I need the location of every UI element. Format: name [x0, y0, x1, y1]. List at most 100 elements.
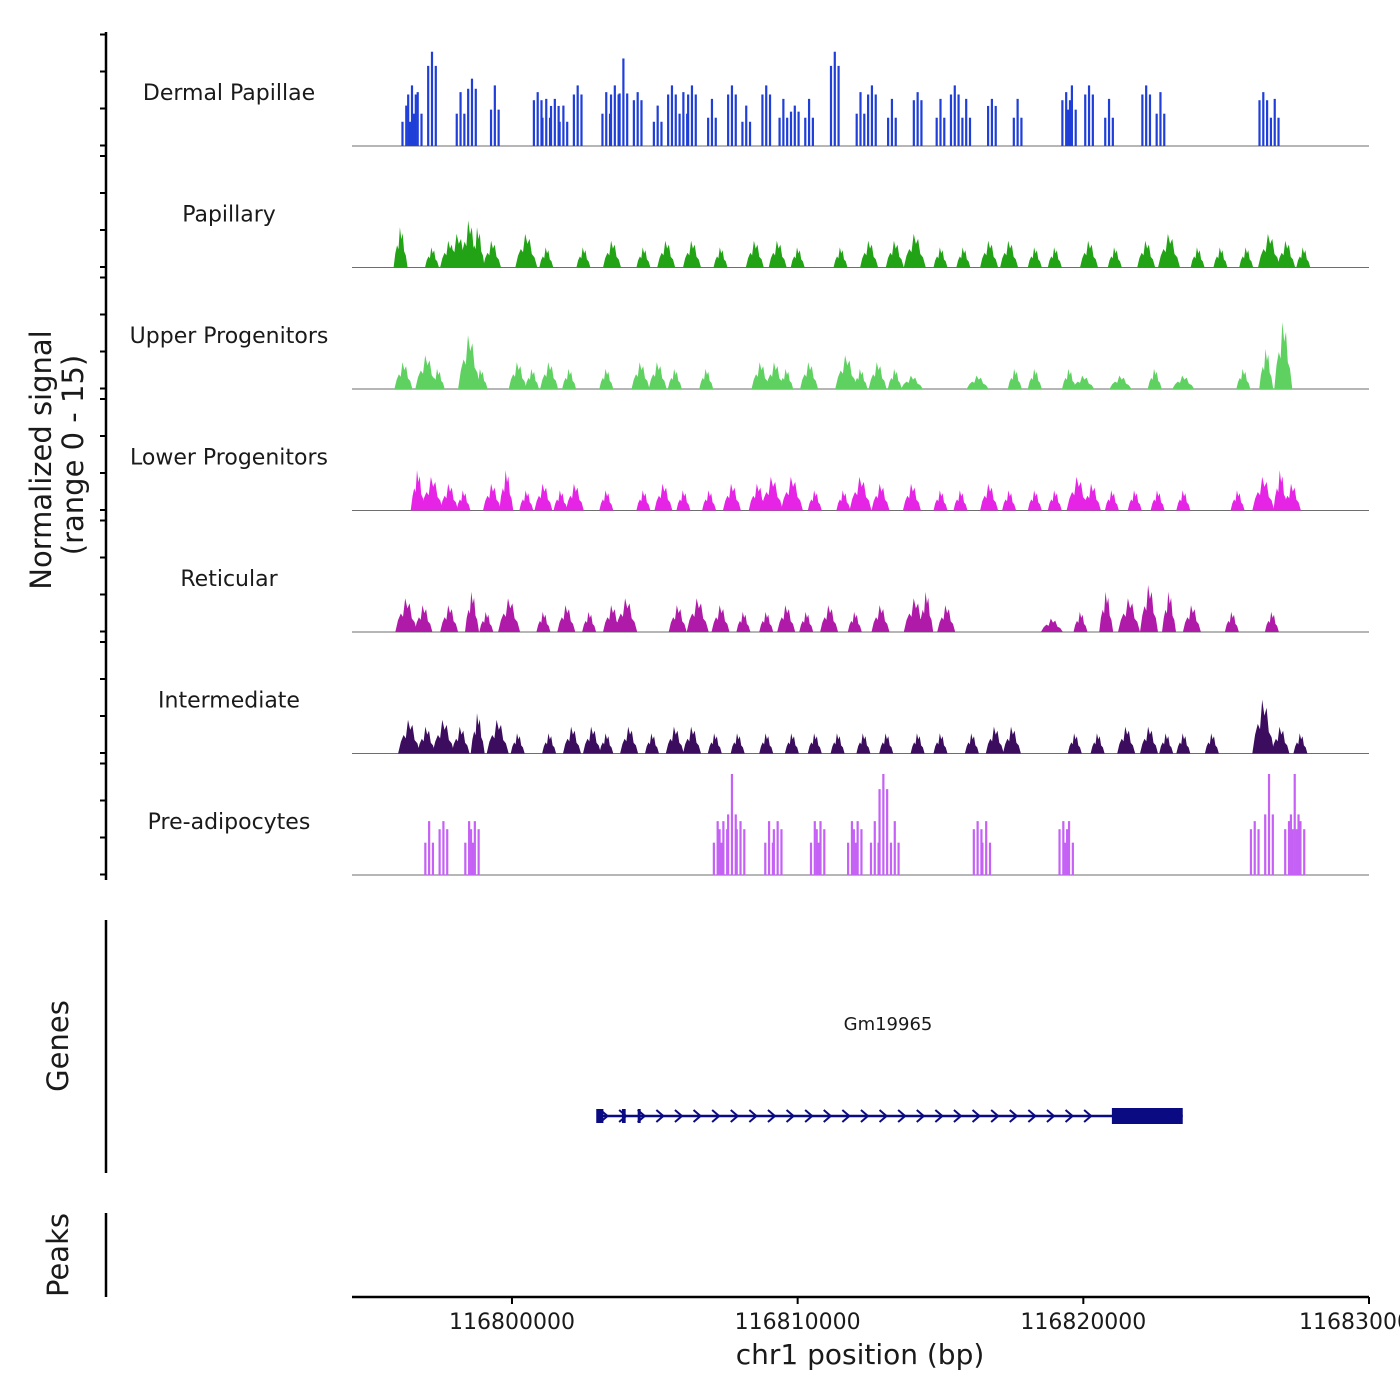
signal-peak-17 [799, 611, 814, 632]
strand-arrow-3 [655, 1109, 665, 1123]
bar-segment [789, 111, 793, 146]
signal-bar-10 [809, 821, 820, 875]
bar-segment [953, 85, 956, 146]
bar-segment [401, 121, 404, 146]
bar-segment [455, 113, 458, 146]
signal-peak-15 [765, 362, 784, 389]
signal-peak-25 [1073, 611, 1088, 632]
signal-peak-26 [980, 483, 999, 511]
bar-segment [935, 117, 938, 146]
bar-segment [580, 94, 583, 146]
signal-bar-25 [789, 105, 800, 146]
track-reticular: Reticular [180, 567, 1369, 633]
bar-segment [837, 65, 840, 146]
bar-segment [741, 121, 744, 146]
gene-label: Gm19965 [844, 1014, 933, 1035]
signal-peak-29 [1162, 591, 1176, 632]
bar-segment [949, 94, 953, 146]
signal-peak-21 [849, 476, 872, 511]
bar-segment [870, 85, 874, 146]
bar-segment [1087, 85, 1091, 146]
bar-segment [850, 821, 854, 875]
signal-peak-11 [636, 247, 651, 268]
signal-peak-13 [699, 368, 714, 389]
bar-segment [1258, 100, 1261, 146]
signal-peak-2 [440, 483, 459, 511]
signal-peak-34 [1204, 733, 1219, 754]
signal-bar-12 [601, 92, 612, 146]
signal-peak-7 [542, 733, 557, 754]
bar-segment [1253, 821, 1256, 875]
signal-peak-28 [1080, 240, 1098, 268]
signal-peak-14 [736, 611, 751, 632]
signal-peak-12 [654, 483, 673, 511]
signal-peak-18 [835, 355, 858, 389]
signal-bar-29 [867, 85, 877, 146]
signal-peak-1 [425, 247, 439, 268]
bar-segment [761, 94, 764, 146]
bar-segment [1104, 117, 1107, 146]
signal-peak-10 [631, 362, 650, 389]
signal-bar-12 [847, 821, 857, 875]
bar-segment [471, 842, 475, 875]
bar-segment [710, 98, 714, 146]
signal-peak-15 [759, 611, 774, 632]
signal-peak-9 [576, 247, 591, 268]
bar-segment [678, 113, 681, 146]
bar-segment [1020, 117, 1023, 146]
signal-bar-31 [912, 92, 923, 146]
signal-peak-10 [615, 598, 638, 632]
signal-peak-13 [711, 605, 730, 632]
bar-segment [714, 117, 717, 146]
x-axis: 116800000 116810000 116820000 116830000 [352, 1295, 1400, 1335]
signal-bar-39 [1084, 85, 1094, 146]
bar-segment [545, 98, 548, 146]
bar-segment [1091, 94, 1094, 146]
signal-bar-18 [981, 821, 992, 875]
bar-segment [405, 105, 408, 146]
bar-segment [852, 829, 855, 875]
signal-peak-6 [536, 611, 551, 632]
gene-exon-0 [596, 1109, 604, 1123]
bar-segment [1071, 842, 1074, 875]
strand-arrow-15 [878, 1109, 889, 1123]
bar-segment [939, 98, 942, 146]
bar-segment [867, 94, 870, 146]
bar-segment [1295, 829, 1298, 875]
signal-peak-18 [833, 247, 848, 268]
signal-peak-12 [657, 240, 676, 268]
signal-peak-33 [1213, 247, 1228, 268]
signal-peak-4 [470, 713, 485, 754]
bar-segment [886, 789, 889, 875]
signal-peak-33 [1274, 321, 1293, 389]
bar-segment [1289, 814, 1293, 875]
signal-peak-3 [451, 726, 470, 754]
bar-segment [976, 821, 979, 875]
signal-peak-22 [933, 247, 948, 268]
signal-peak-18 [784, 733, 799, 754]
bar-segment [804, 117, 807, 146]
signal-peak-30 [1066, 476, 1089, 511]
gene-exon-2 [637, 1109, 641, 1123]
signal-peak-34 [1150, 490, 1165, 511]
strand-arrow-8 [748, 1109, 758, 1123]
bar-segment [1062, 821, 1065, 875]
bar-segment [722, 821, 725, 875]
signal-peak-26 [1099, 591, 1114, 632]
signal-peak-0 [394, 362, 413, 389]
bar-segment [1066, 109, 1070, 146]
bar-segment [424, 842, 427, 875]
bar-segment [745, 105, 748, 146]
signal-bar-14 [869, 821, 880, 875]
bar-segment [1267, 774, 1271, 875]
signal-peak-31 [1224, 611, 1239, 632]
track-dermal-papillae: Dermal Papillae [143, 51, 1369, 147]
strand-arrow-5 [692, 1109, 703, 1123]
bar-segment [1084, 94, 1087, 146]
bar-segment [459, 92, 462, 146]
signal-peak-1 [417, 726, 436, 754]
signal-peak-12 [645, 733, 659, 754]
signal-peak-29 [1047, 490, 1062, 511]
signal-peak-20 [885, 240, 904, 268]
signal-peak-30 [1182, 605, 1201, 632]
